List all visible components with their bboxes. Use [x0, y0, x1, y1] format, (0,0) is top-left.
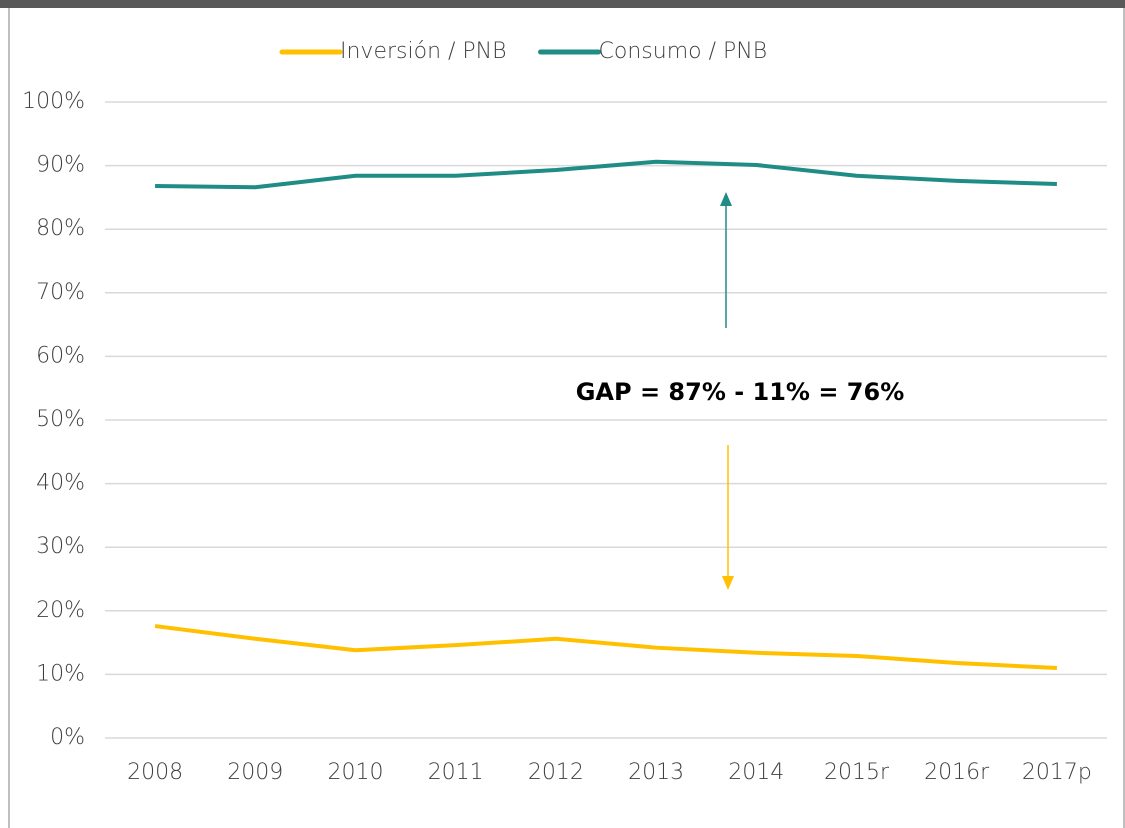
x-tick-label: 2013 — [628, 760, 684, 785]
x-tick-label: 2009 — [227, 760, 283, 785]
x-tick-label: 2014 — [728, 760, 784, 785]
y-tick-label: 30% — [36, 534, 85, 559]
x-tick-label: 2011 — [428, 760, 484, 785]
annotation: GAP = 87% - 11% = 76% — [576, 378, 905, 406]
y-tick-label: 70% — [36, 280, 85, 305]
x-tick-label: 2015r — [824, 760, 890, 785]
grid — [105, 101, 1107, 739]
header-bar — [0, 0, 1125, 8]
x-tick-label: 2010 — [328, 760, 384, 785]
series-line — [155, 159, 1057, 190]
y-tick-label: 0% — [50, 725, 85, 750]
y-tick-label: 20% — [36, 598, 85, 623]
x-tick-label: 2017p — [1022, 760, 1092, 785]
arrow-head-down — [722, 576, 734, 590]
y-tick-label: 80% — [36, 216, 85, 241]
x-tick-label: 2008 — [127, 760, 183, 785]
y-tick-label: 50% — [36, 407, 85, 432]
x-tick-label: 2012 — [528, 760, 584, 785]
y-tick-label: 90% — [36, 153, 85, 178]
legend-label: Consumo / PNB — [599, 39, 768, 64]
x-tick-label: 2016r — [924, 760, 990, 785]
y-tick-label: 60% — [36, 343, 85, 368]
y-tick-label: 10% — [36, 661, 85, 686]
series-line — [154, 624, 1058, 671]
y-tick-label: 40% — [36, 471, 85, 496]
legend-label: Inversión / PNB — [340, 39, 507, 64]
arrow-head-up — [720, 192, 732, 206]
y-tick-label: 100% — [22, 89, 85, 114]
